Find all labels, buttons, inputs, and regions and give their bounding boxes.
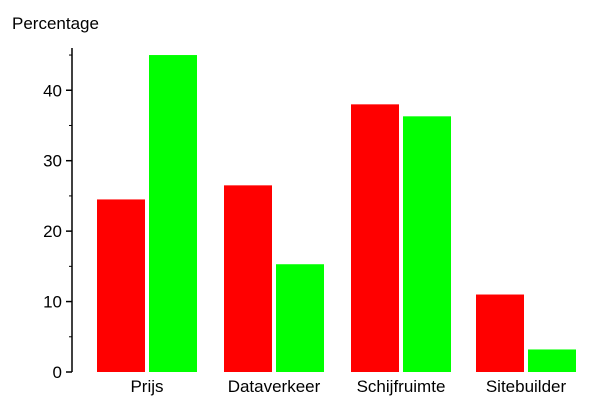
bar-prijs-series-1 — [97, 199, 145, 372]
bar-dataverkeer-series-2 — [276, 264, 324, 372]
y-ticks-group: 0 10 20 30 40 — [43, 54, 72, 382]
y-axis-label: Percentage — [12, 14, 99, 33]
bar-sitebuilder-series-2 — [528, 349, 576, 372]
y-tick-label: 10 — [43, 293, 62, 312]
bar-schijfruimte-series-1 — [351, 104, 399, 372]
bar-sitebuilder-series-1 — [476, 294, 524, 372]
y-tick-label: 40 — [43, 81, 62, 100]
bar-dataverkeer-series-1 — [224, 185, 272, 372]
y-tick-label: 0 — [53, 363, 62, 382]
y-tick-label: 20 — [43, 222, 62, 241]
y-tick-label: 30 — [43, 152, 62, 171]
x-category-label: Dataverkeer — [228, 377, 321, 396]
bar-prijs-series-2 — [149, 55, 197, 372]
x-labels-group: Prijs Dataverkeer Schijfruimte Sitebuilder — [130, 377, 566, 396]
x-category-label: Schijfruimte — [357, 377, 446, 396]
x-category-label: Sitebuilder — [486, 377, 567, 396]
bar-schijfruimte-series-2 — [403, 116, 451, 372]
x-category-label: Prijs — [130, 377, 163, 396]
bars-group — [97, 55, 576, 372]
